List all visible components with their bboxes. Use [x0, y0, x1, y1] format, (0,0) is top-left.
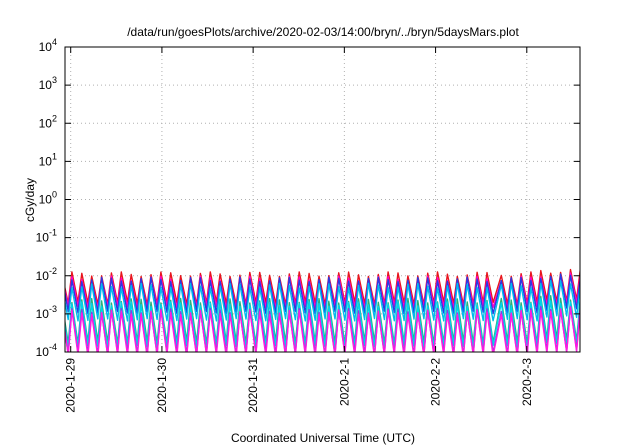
x-tick-label: 2020-2-3	[520, 358, 534, 406]
y-tick-label: 10-1	[36, 228, 57, 245]
series-line	[65, 280, 580, 322]
y-axis-label: cGy/day	[23, 178, 37, 222]
y-tick-label: 102	[39, 113, 57, 130]
y-tick-label: 103	[39, 75, 57, 92]
series-group	[65, 268, 580, 352]
tick-group: 10-4 10-3 10-2 10-1 100 101 102 103 104 2020-1-29…	[36, 37, 580, 413]
series-line	[65, 306, 580, 352]
chart-title: /data/run/goesPlots/archive/2020-02-03/1…	[127, 25, 519, 39]
x-tick-label: 2020-2-1	[337, 358, 351, 406]
y-tick-label: 100	[39, 190, 57, 207]
y-tick-label: 104	[39, 37, 57, 54]
x-tick-label: 2020-1-29	[64, 358, 78, 413]
x-tick-label: 2020-1-31	[246, 358, 260, 413]
y-tick-label: 101	[39, 151, 57, 168]
x-axis-label: Coordinated Universal Time (UTC)	[231, 431, 415, 445]
plot-area: 10-4 10-3 10-2 10-1 100 101 102 103 104 2020-1-29…	[36, 37, 581, 413]
y-tick-label: 10-3	[36, 304, 57, 321]
x-tick-label: 2020-1-30	[155, 358, 169, 413]
x-tick-label: 2020-2-2	[429, 358, 443, 406]
y-tick-label: 10-2	[36, 266, 57, 283]
y-tick-label: 10-4	[36, 342, 57, 359]
